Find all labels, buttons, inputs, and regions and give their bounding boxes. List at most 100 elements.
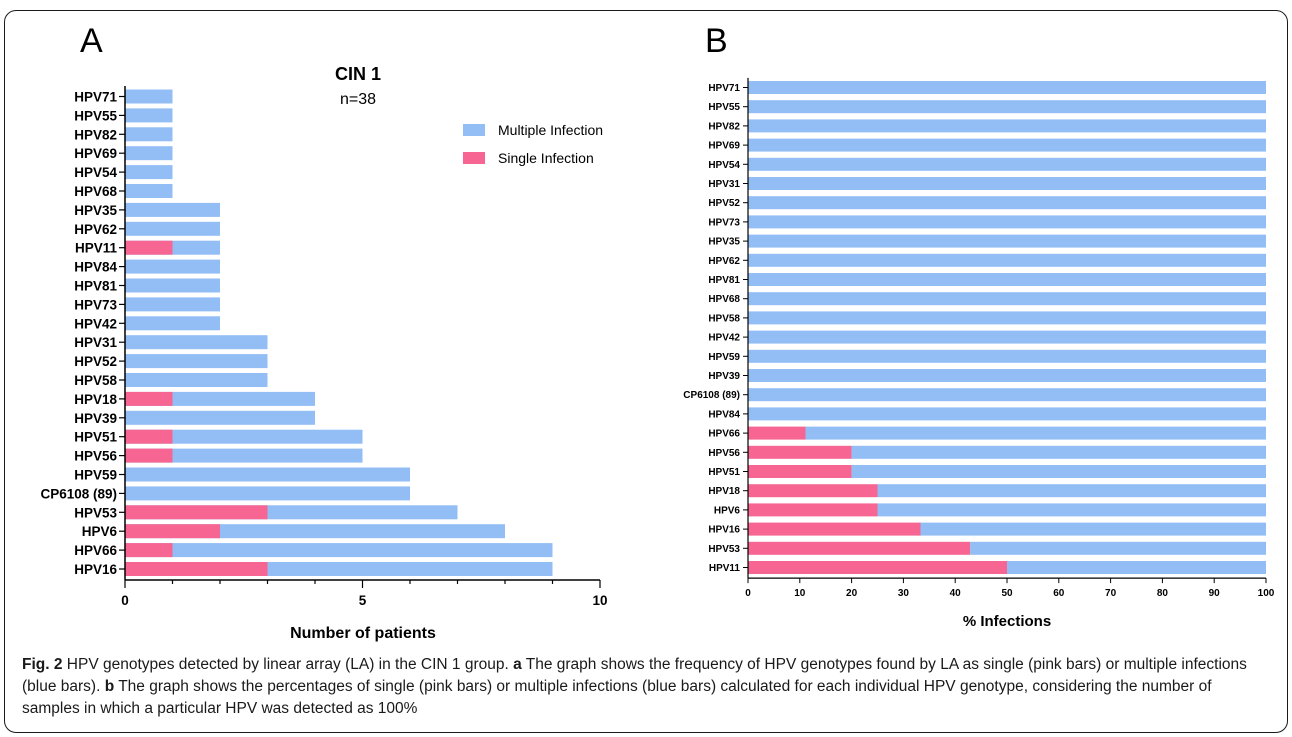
- bar-multiple-pct-hpv39: [748, 369, 1266, 382]
- y-tick-label-hpv11: HPV11: [709, 563, 741, 574]
- bar-single-hpv6: [125, 524, 220, 539]
- bar-multiple-hpv56: [125, 448, 363, 463]
- y-tick-label-hpv68: HPV68: [708, 294, 740, 305]
- y-tick-label-hpv51: HPV51: [74, 430, 117, 445]
- y-tick-label-hpv6: HPV6: [714, 505, 741, 516]
- bar-single-pct-hpv66: [748, 426, 806, 440]
- bar-multiple-hpv42: [125, 316, 220, 331]
- y-tick-label-hpv71: HPV71: [708, 83, 740, 94]
- y-tick-label-hpv53: HPV53: [74, 505, 117, 520]
- bar-multiple-hpv84: [125, 259, 220, 274]
- bar-multiple-pct-hpv55: [748, 100, 1266, 114]
- bar-multiple-pct-hpv54: [748, 157, 1266, 171]
- bar-multiple-hpv51: [125, 429, 363, 444]
- bar-single-hpv53: [125, 505, 268, 520]
- panel-a: A CIN 1 n=38 HPV71 HPV55 HPV82 HPV69 HPV54 HP…: [40, 22, 607, 642]
- bar-multiple-pct-hpv69: [748, 138, 1266, 152]
- bar-single-hpv18: [125, 391, 173, 406]
- bar-multiple-pct-hpv31: [748, 177, 1266, 190]
- x-tick-label: 20: [846, 588, 858, 599]
- bar-multiple-pct-hpv84: [748, 407, 1266, 421]
- chart-a-legend: Multiple Infection Single Infection: [463, 122, 603, 166]
- panel-b: B HPV71 HPV55 HPV82 HPV69 HPV54 HPV31 HPV52 HPV…: [683, 22, 1274, 630]
- bar-single-hpv51: [125, 429, 173, 444]
- y-tick-label-hpv59: HPV59: [708, 352, 740, 363]
- caption-text-1: HPV genotypes detected by linear array (…: [62, 656, 514, 673]
- bar-multiple-hpv52: [125, 354, 268, 369]
- bar-multiple-pct-hpv11: [1007, 561, 1266, 574]
- y-tick-label-hpv35: HPV35: [708, 237, 740, 248]
- chart-a-title: CIN 1: [335, 64, 381, 84]
- x-tick-label: 60: [1053, 588, 1065, 599]
- bar-multiple-pct-hpv81: [748, 273, 1266, 286]
- caption-b-label: b: [104, 678, 115, 695]
- bar-multiple-pct-hpv59: [748, 349, 1266, 363]
- bar-multiple-pct-hpv42: [748, 330, 1266, 344]
- bar-multiple-pct-hpv71: [748, 81, 1266, 94]
- bar-multiple-hpv69: [125, 146, 173, 161]
- y-tick-label-hpv56: HPV56: [708, 448, 740, 459]
- y-tick-label-hpv35: HPV35: [74, 203, 117, 218]
- bar-single-hpv16: [125, 562, 268, 576]
- bar-single-hpv66: [125, 543, 173, 558]
- figure-caption: Fig. 2 HPV genotypes detected by linear …: [22, 654, 1272, 720]
- bar-single-pct-hpv53: [748, 541, 971, 555]
- bar-multiple-hpv68: [125, 184, 173, 198]
- bar-single-pct-hpv56: [748, 445, 852, 459]
- bar-multiple-pct-hpv6: [877, 503, 1266, 517]
- y-tick-label-hpv39: HPV39: [708, 371, 740, 382]
- bar-multiple-pct-hpv82: [748, 119, 1266, 133]
- caption-fig-label: Fig. 2: [22, 656, 63, 673]
- y-tick-label-hpv16: HPV16: [708, 525, 740, 536]
- y-tick-label-hpv55: HPV55: [74, 108, 117, 123]
- chart-a-x-axis-label: Number of patients: [290, 625, 436, 642]
- bar-multiple-pct-hpv53: [970, 541, 1266, 555]
- legend-label-single-infection: Single Infection: [498, 150, 594, 166]
- bar-multiple-hpv71: [125, 89, 173, 104]
- y-tick-label-hpv68: HPV68: [74, 184, 117, 199]
- y-tick-label-hpv11: HPV11: [75, 241, 118, 256]
- y-tick-label-hpv52: HPV52: [74, 354, 117, 369]
- y-tick-label-hpv52: HPV52: [708, 198, 740, 209]
- caption-text-3: The graph shows the percentages of singl…: [22, 678, 1212, 717]
- bar-multiple-pct-hpv18: [877, 484, 1266, 498]
- y-tick-label-hpv42: HPV42: [74, 316, 117, 331]
- bar-multiple-pct-hpv62: [748, 253, 1266, 267]
- x-tick-label: 70: [1105, 588, 1117, 599]
- bar-multiple-hpv81: [125, 278, 220, 293]
- y-tick-label-hpv53: HPV53: [708, 544, 740, 555]
- x-tick-label: 100: [1258, 588, 1275, 599]
- y-tick-label-hpv62: HPV62: [74, 222, 117, 237]
- y-tick-label-hpv55: HPV55: [708, 102, 740, 113]
- x-tick-label: 5: [359, 593, 367, 608]
- bar-multiple-pct-hpv68: [748, 292, 1266, 306]
- x-tick-label: 30: [898, 588, 910, 599]
- bar-multiple-pct-cp6108-89: [748, 388, 1266, 402]
- bar-multiple-pct-hpv52: [748, 196, 1266, 210]
- bar-single-pct-hpv51: [748, 465, 852, 478]
- bar-multiple-hpv62: [125, 221, 220, 236]
- y-tick-label-hpv54: HPV54: [74, 165, 117, 180]
- bar-single-hpv56: [125, 448, 173, 463]
- y-tick-label-hpv62: HPV62: [708, 256, 740, 267]
- x-tick-label: 0: [121, 593, 129, 608]
- panel-a-letter: A: [80, 22, 103, 60]
- y-tick-label-hpv73: HPV73: [708, 217, 740, 228]
- bar-multiple-pct-hpv66: [805, 426, 1266, 440]
- y-tick-label-hpv31: HPV31: [74, 335, 117, 350]
- y-tick-label-hpv16: HPV16: [74, 562, 117, 577]
- bar-multiple-hpv73: [125, 297, 220, 312]
- bar-multiple-cp6108-89: [125, 486, 410, 501]
- y-tick-label-hpv56: HPV56: [74, 449, 117, 464]
- bar-multiple-hpv58: [125, 373, 268, 387]
- legend-swatch-single-infection: [463, 152, 485, 164]
- y-tick-label-hpv82: HPV82: [74, 127, 117, 142]
- x-tick-label: 40: [950, 588, 962, 599]
- bar-multiple-pct-hpv58: [748, 311, 1266, 325]
- y-tick-label-hpv18: HPV18: [708, 486, 740, 497]
- caption-text-2: The graph shows the frequency of HPV gen…: [22, 656, 1247, 695]
- bar-multiple-hpv55: [125, 108, 173, 123]
- chart-a-subtitle: n=38: [340, 91, 376, 108]
- y-tick-label-hpv71: HPV71: [74, 90, 117, 105]
